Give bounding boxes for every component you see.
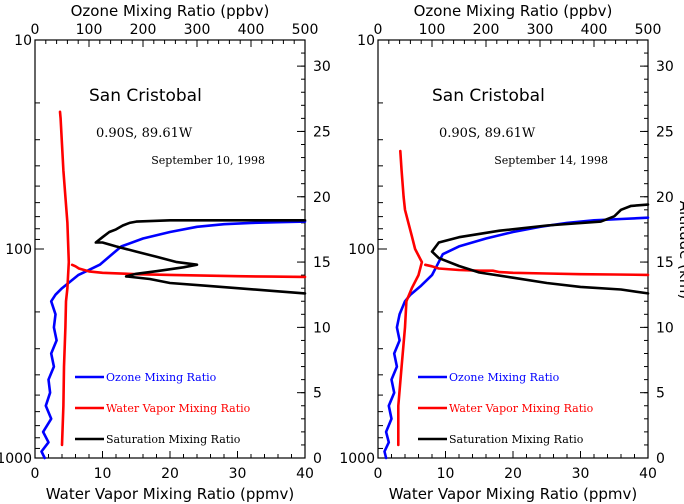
left-tick-label: 100 (348, 242, 375, 258)
water-vapor-mixing-ratioline-1 (58, 110, 71, 447)
bottom-tick-label: 0 (374, 466, 383, 482)
top-tick-label: 100 (419, 22, 446, 38)
bottom-axis-title: Water Vapor Mixing Ratio (ppmv) (46, 485, 295, 503)
bottom-tick-label: 0 (31, 466, 40, 482)
bottom-tick-label: 30 (229, 466, 247, 482)
right-tick-label: 10 (313, 320, 331, 336)
saturation-mixing-ratioline-3 (430, 203, 650, 295)
top-tick-label: 0 (31, 22, 40, 38)
top-tick-label: 400 (581, 22, 608, 38)
bottom-tick-label: 40 (639, 466, 657, 482)
sounding-date: September 14, 1998 (494, 154, 608, 167)
right-tick-label: 20 (656, 190, 674, 206)
top-tick-label: 0 (374, 22, 383, 38)
left-tick-label: 100 (5, 242, 32, 258)
top-axis-title: Ozone Mixing Ratio (ppbv) (71, 2, 270, 20)
bottom-tick-label: 40 (296, 466, 314, 482)
station-coordinates: 0.90S, 89.61W (96, 126, 193, 141)
bottom-tick-label: 20 (504, 466, 522, 482)
top-tick-label: 500 (635, 22, 662, 38)
bottom-tick-label: 10 (437, 466, 455, 482)
right-tick-label: 30 (313, 59, 331, 75)
right-tick-label: 0 (313, 451, 322, 467)
bottom-tick-label: 30 (572, 466, 590, 482)
left-tick-label: 1000 (339, 451, 375, 467)
top-tick-label: 200 (473, 22, 500, 38)
right-tick-label: 30 (656, 59, 674, 75)
water-vapor-mixing-ratioline-2 (424, 263, 650, 277)
right-tick-label: 15 (656, 255, 674, 271)
bottom-axis-title: Water Vapor Mixing Ratio (ppmv) (389, 485, 638, 503)
top-axis-title: Ozone Mixing Ratio (ppbv) (414, 2, 613, 20)
legend-label: Ozone Mixing Ratio (449, 371, 560, 384)
saturation-mixing-ratioline-3 (94, 219, 307, 295)
top-tick-label: 200 (130, 22, 157, 38)
right-axis-title: Altitude (km) (676, 201, 684, 299)
right-tick-label: 15 (313, 255, 331, 271)
left-tick-label: 10 (14, 33, 32, 49)
bottom-tick-label: 20 (161, 466, 179, 482)
station-name: San Cristobal (89, 86, 202, 106)
top-tick-label: 100 (76, 22, 103, 38)
right-tick-label: 5 (313, 386, 322, 402)
right-tick-label: 5 (656, 386, 665, 402)
legend-label: Ozone Mixing Ratio (106, 371, 217, 384)
right-tick-label: 25 (656, 124, 674, 140)
left-tick-label: 1000 (0, 451, 32, 467)
left-tick-label: 10 (357, 33, 375, 49)
right-tick-label: 20 (313, 190, 331, 206)
bottom-tick-label: 10 (94, 466, 112, 482)
legend-label: Saturation Mixing Ratio (106, 433, 241, 446)
station-coordinates: 0.90S, 89.61W (439, 126, 536, 141)
ozone-mixing-ratioline-0 (383, 216, 650, 460)
top-tick-label: 500 (292, 22, 319, 38)
right-tick-label: 25 (313, 124, 331, 140)
legend-label: Saturation Mixing Ratio (449, 433, 584, 446)
station-name: San Cristobal (432, 86, 545, 106)
right-tick-label: 10 (656, 320, 674, 336)
legend-label: Water Vapor Mixing Ratio (449, 402, 594, 415)
top-tick-label: 300 (184, 22, 211, 38)
top-tick-label: 400 (238, 22, 265, 38)
water-vapor-mixing-ratioline-1 (397, 149, 424, 447)
ozone-mixing-ratioline-0 (40, 220, 307, 460)
sounding-date: September 10, 1998 (151, 154, 265, 167)
legend-label: Water Vapor Mixing Ratio (106, 402, 251, 415)
top-tick-label: 300 (527, 22, 554, 38)
right-tick-label: 0 (656, 451, 665, 467)
